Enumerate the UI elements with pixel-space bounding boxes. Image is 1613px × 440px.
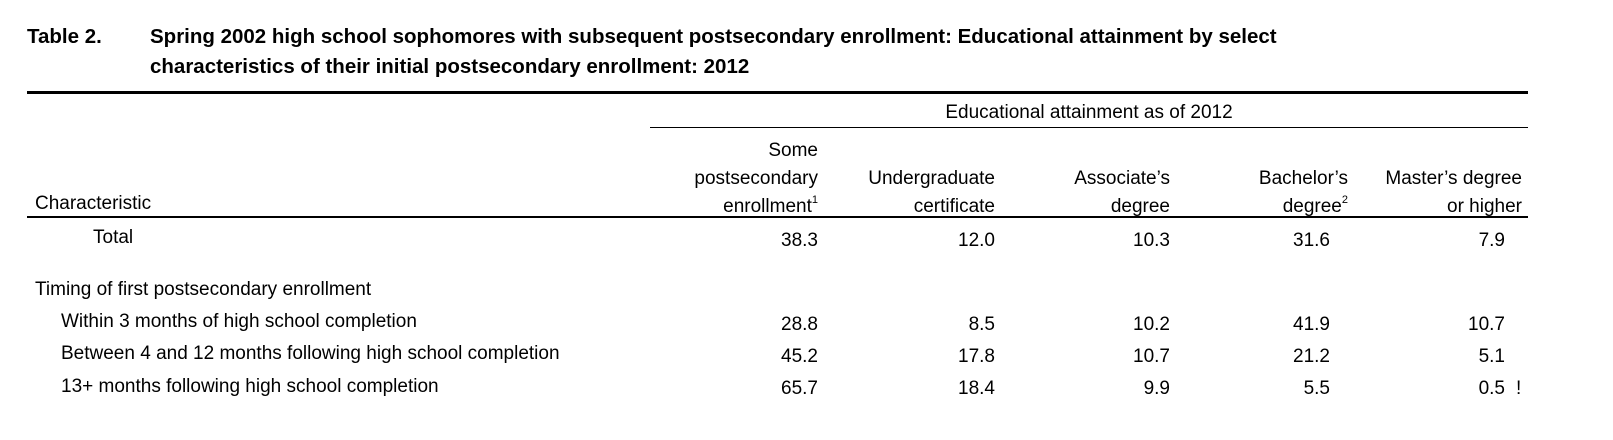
row-2-value-bachelors-degree: 21.2 [1293,346,1330,367]
footnote-marker-1: 1 [811,193,818,206]
row-2-value-undergraduate-certificate: 17.8 [958,346,995,367]
row-1-value-undergraduate-certificate: 8.5 [968,314,995,335]
row-3-value-bachelors-degree: 5.5 [1303,378,1330,399]
row-1-value-bachelors-degree: 41.9 [1293,314,1330,335]
row-3-value-undergraduate-certificate: 18.4 [958,378,995,399]
column-header-some-postsecondary: Some postsecondary enrollment1 [640,137,818,221]
row-2-value-masters-degree: 5.1 [1478,346,1505,367]
column-header-masters-degree-line-1: Master’s degree [1385,168,1522,189]
table-title-line-1: Spring 2002 high school sophomores with … [150,25,1277,48]
row-3-value-associates-degree: 9.9 [1143,378,1170,399]
footnote-marker-2: 2 [1341,193,1348,206]
column-header-bachelors-degree-line-2-text: degree [1282,196,1342,217]
table-title-line-2: characteristics of their initial postsec… [150,55,750,78]
row-label-13-plus-months: 13+ months following high school complet… [61,376,439,397]
total-value-masters-degree: 7.9 [1478,230,1505,251]
header-rule [27,216,1528,218]
total-value-bachelors-degree: 31.6 [1293,230,1330,251]
row-1-value-masters-degree: 10.7 [1468,314,1505,335]
stub-header: Characteristic [35,193,152,214]
column-header-masters-degree-line-2: or higher [1447,196,1522,217]
column-header-some-postsecondary-line-1: Some [768,140,818,161]
column-header-undergraduate-certificate-line-2: certificate [913,196,995,217]
table-title-text: Spring 2002 high school sophomores with … [150,22,1550,82]
column-header-bachelors-degree: Bachelor’s degree2 [1190,165,1348,221]
column-header-some-postsecondary-line-3: enrollment1 [640,193,818,221]
total-value-undergraduate-certificate: 12.0 [958,230,995,251]
row-3-value-some-postsecondary: 65.7 [781,378,818,399]
column-header-some-postsecondary-line-2: postsecondary [694,168,818,189]
total-value-some-postsecondary: 38.3 [781,230,818,251]
top-rule [27,91,1528,94]
section-header-timing: Timing of first postsecondary enrollment [35,279,372,300]
spanner-rule [650,127,1528,128]
table-number: Table 2. [27,25,102,48]
column-header-undergraduate-certificate-line-1: Undergraduate [868,168,995,189]
column-header-associates-degree-line-1: Associate’s [1074,168,1170,189]
column-header-masters-degree: Master’s degree or higher [1355,165,1522,221]
column-header-bachelors-degree-line-1: Bachelor’s [1258,168,1348,189]
row-1-value-some-postsecondary: 28.8 [781,314,818,335]
total-value-associates-degree: 10.3 [1133,230,1170,251]
column-header-associates-degree-line-2: degree [1110,196,1170,217]
column-header-associates-degree: Associate’s degree [1010,165,1170,221]
column-header-bachelors-degree-line-2: degree2 [1190,193,1348,221]
row-label-between-4-and-12-months: Between 4 and 12 months following high s… [61,343,560,364]
row-2-value-associates-degree: 10.7 [1133,346,1170,367]
spanner-header: Educational attainment as of 2012 [945,102,1233,123]
total-row-label: Total [93,227,134,248]
row-2-value-some-postsecondary: 45.2 [781,346,818,367]
column-header-undergraduate-certificate: Undergraduate certificate [830,165,995,221]
row-label-within-3-months: Within 3 months of high school completio… [61,311,417,332]
row-3-value-masters-degree: 0.5 [1478,378,1505,399]
row-1-value-associates-degree: 10.2 [1133,314,1170,335]
column-header-some-postsecondary-line-3-text: enrollment [723,196,812,217]
row-3-interpret-with-caution-flag: ! [1516,378,1522,399]
